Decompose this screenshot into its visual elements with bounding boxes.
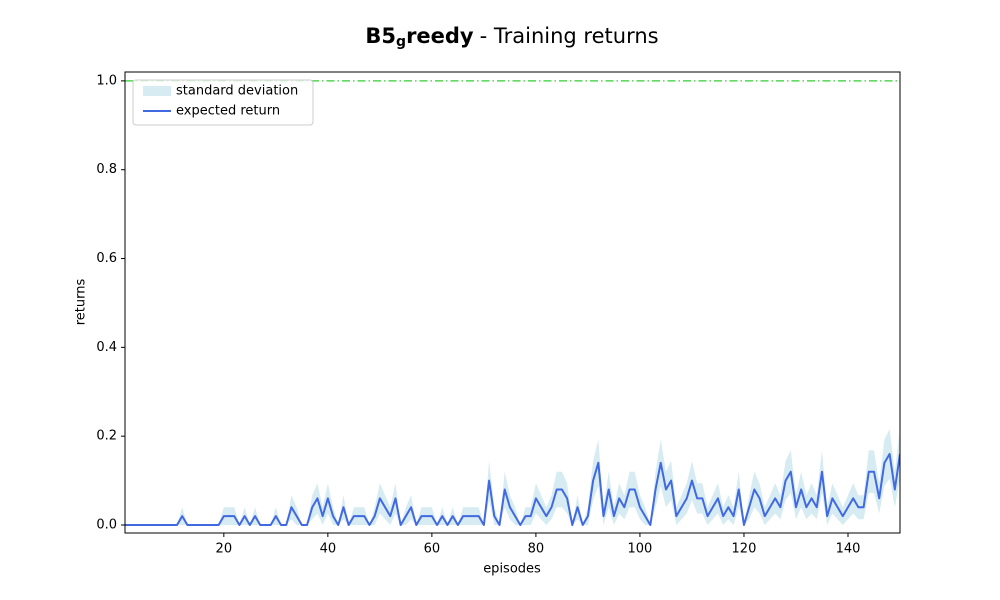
x-tick-label: 40 (320, 542, 337, 557)
x-tick-label: 60 (424, 542, 441, 557)
y-tick-label: 1.0 (96, 73, 117, 88)
x-axis-label: episodes (483, 562, 541, 577)
legend-label: standard deviation (176, 84, 298, 99)
legend-box (132, 79, 314, 126)
y-tick-label: 0.0 (96, 518, 117, 533)
y-tick-label: 0.4 (96, 340, 117, 355)
legend-swatch (143, 86, 171, 96)
y-tick-label: 0.2 (96, 429, 117, 444)
y-tick-label: 0.6 (96, 251, 117, 266)
x-tick-label: 140 (836, 542, 861, 557)
line-series (125, 452, 900, 527)
x-tick-label: 100 (628, 542, 653, 557)
plot-frame (124, 71, 901, 534)
chart-title: B5greedy - Training returns (365, 24, 658, 50)
x-tick-label: 120 (732, 542, 757, 557)
y-axis-label: returns (74, 279, 89, 326)
x-tick-label: 20 (216, 542, 233, 557)
plot-area (125, 80, 900, 527)
x-tick-label: 80 (528, 542, 545, 557)
y-tick-label: 0.8 (96, 162, 117, 177)
axes: 0.0 0.2 0.4 0.6 0.8 1.0 20 40 60 80 100 120 140 stand… (96, 71, 901, 557)
legend-label: expected return (176, 104, 280, 119)
